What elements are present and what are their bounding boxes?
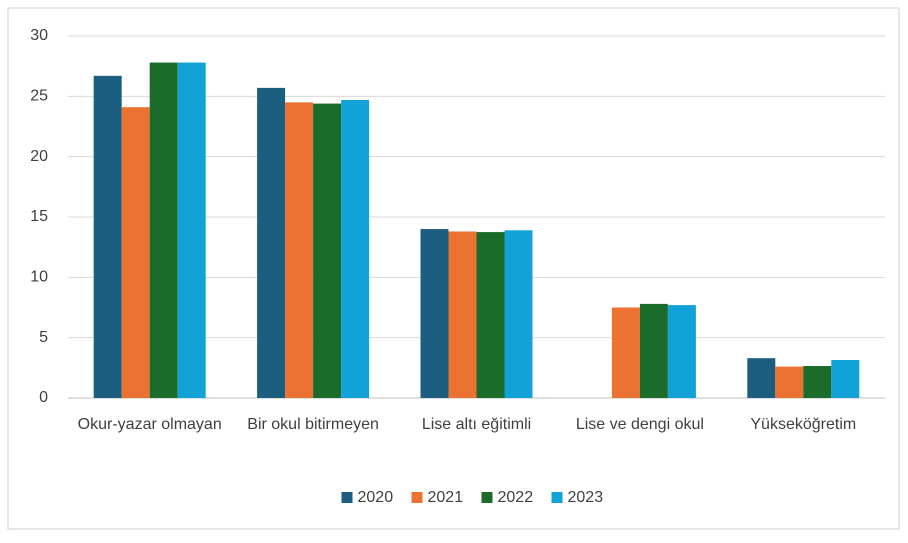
bar (775, 366, 804, 398)
bar (341, 99, 370, 398)
bar (476, 232, 505, 398)
x-tick-label: Lise ve dengi okul (576, 416, 704, 433)
legend-swatch (551, 492, 563, 503)
y-tick-label: 15 (30, 208, 48, 225)
bar (93, 75, 122, 398)
y-tick-label: 0 (39, 389, 48, 406)
legend-label: 2023 (568, 489, 604, 506)
bar (149, 62, 178, 399)
bar (448, 231, 477, 398)
y-tick-label: 30 (30, 27, 48, 44)
bar (121, 107, 150, 399)
y-tick-label: 25 (30, 88, 48, 105)
bar (313, 103, 342, 398)
legend-swatch (481, 492, 493, 503)
legend-label: 2021 (428, 489, 464, 506)
bar (611, 307, 640, 398)
x-tick-label: Lise altı eğitimli (422, 416, 531, 433)
y-tick-label: 5 (39, 329, 48, 346)
bar (639, 303, 668, 398)
x-tick-label: Yükseköğretim (750, 416, 856, 433)
bar (803, 366, 832, 398)
legend-label: 2020 (358, 489, 394, 506)
y-tick-label: 20 (30, 148, 48, 165)
x-tick-label: Bir okul bitirmeyen (247, 416, 379, 433)
legend-swatch (411, 492, 423, 503)
bar (420, 229, 449, 398)
legend-label: 2022 (498, 489, 534, 506)
bar (667, 305, 696, 398)
y-tick-label: 10 (30, 269, 48, 286)
legend-swatch (341, 492, 353, 503)
bar (177, 62, 206, 399)
x-tick-label: Okur-yazar olmayan (78, 416, 222, 433)
bar (747, 358, 776, 398)
bar (831, 359, 860, 398)
bar (285, 102, 314, 398)
bar (257, 87, 286, 399)
bar (504, 230, 533, 398)
